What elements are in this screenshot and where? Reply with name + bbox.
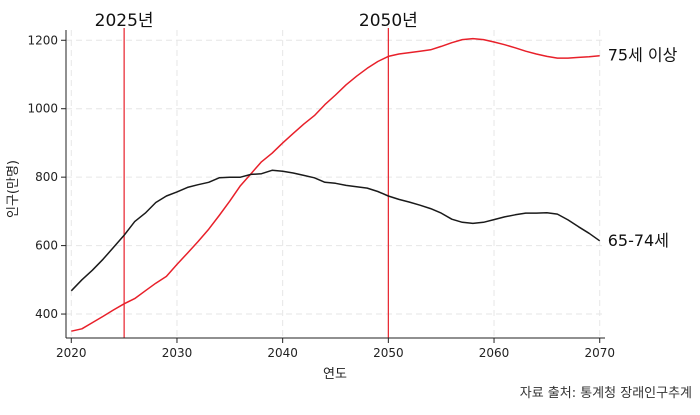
y-tick-label: 400 bbox=[35, 307, 58, 321]
y-tick-label: 600 bbox=[35, 239, 58, 253]
x-tick-label: 2020 bbox=[56, 346, 87, 360]
series-line-1 bbox=[70, 169, 601, 292]
y-tick-label: 1200 bbox=[27, 33, 58, 47]
series-line-0 bbox=[71, 37, 600, 332]
x-tick-label: 2030 bbox=[162, 346, 193, 360]
y-tick-label: 800 bbox=[35, 170, 58, 184]
y-tick-label: 1000 bbox=[27, 102, 58, 116]
x-tick-label: 2060 bbox=[479, 346, 510, 360]
series-label-1: 65-74세 bbox=[608, 231, 669, 250]
reference-lines: 2025년 2050년 bbox=[95, 11, 418, 338]
vline-label-2025: 2025년 bbox=[95, 11, 154, 31]
x-axis-title: 연도 bbox=[323, 367, 347, 382]
x-tick-label: 2070 bbox=[584, 346, 615, 360]
vline-label-2050: 2050년 bbox=[359, 11, 418, 31]
series-labels: 75세 이상 65-74세 bbox=[608, 46, 678, 250]
data-series bbox=[70, 37, 601, 332]
axes bbox=[65, 30, 605, 339]
x-tick-label: 2040 bbox=[267, 346, 298, 360]
ticks: 400 600 800 1000 1200 2020 2030 2040 2050 2060 207… bbox=[27, 33, 615, 360]
x-tick-label: 2050 bbox=[373, 346, 404, 360]
source-note: 자료 출처: 통계청 장래인구추계 bbox=[520, 386, 692, 401]
series-label-0: 75세 이상 bbox=[608, 46, 678, 65]
y-axis-title: 인구(만명) bbox=[6, 160, 21, 218]
